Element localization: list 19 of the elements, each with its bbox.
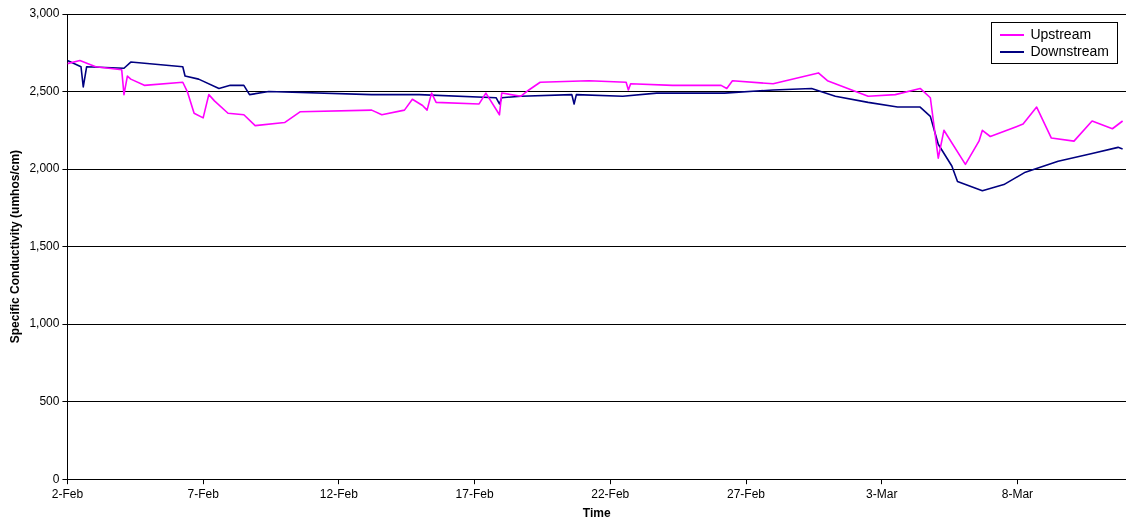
y-tick-label: 2,000 — [29, 161, 60, 176]
y-tick-label: 1,000 — [29, 316, 60, 331]
x-tick-label: 27-Feb — [726, 486, 766, 501]
x-tick-label: 8-Mar — [1001, 486, 1034, 501]
x-tick-label: 7-Feb — [187, 486, 220, 501]
legend-label: Downstream — [1030, 43, 1109, 60]
x-axis-title: Time — [582, 506, 611, 521]
x-tick-label: 22-Feb — [591, 486, 630, 501]
x-tick-label: 12-Feb — [319, 486, 359, 501]
y-tick-label: 2,500 — [29, 83, 60, 98]
legend-label: Upstream — [1030, 26, 1092, 43]
x-tick-label: 2-Feb — [51, 486, 84, 501]
x-tick-label: 3-Mar — [866, 486, 898, 501]
y-tick-label: 3,000 — [29, 6, 60, 21]
y-tick-label: 1,500 — [29, 238, 60, 253]
y-axis-title: Specific Conductivity (umhos/cm) — [7, 149, 22, 344]
y-tick-label: 0 — [52, 471, 60, 486]
x-tick-label: 17-Feb — [455, 486, 494, 501]
y-tick-label: 500 — [39, 393, 60, 408]
